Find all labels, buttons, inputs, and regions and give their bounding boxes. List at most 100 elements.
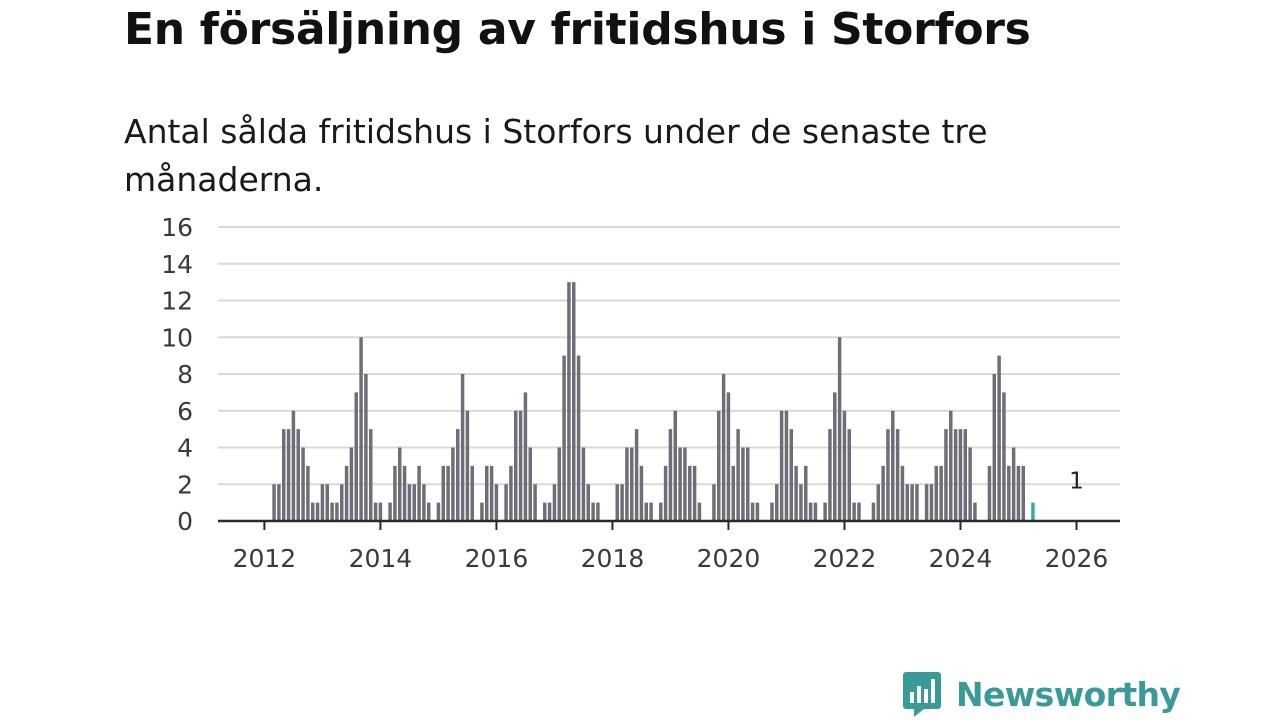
bars [272, 282, 1035, 521]
bar [547, 502, 552, 521]
bar [987, 465, 992, 521]
bar [291, 410, 296, 521]
bar [900, 465, 905, 521]
y-tick-label-6: 6 [177, 397, 193, 426]
bar [465, 410, 470, 521]
bar [741, 447, 745, 521]
bar [557, 447, 561, 521]
bar [934, 465, 939, 521]
bar [852, 502, 856, 521]
bar [634, 429, 639, 521]
bar [572, 282, 576, 521]
axes [218, 519, 1120, 530]
bar [349, 447, 354, 521]
bar [330, 502, 334, 521]
bar [340, 484, 344, 521]
bar [958, 429, 963, 521]
bar [639, 465, 644, 521]
brand-name: Newsworthy [956, 674, 1181, 714]
bar [915, 484, 919, 521]
bar [354, 392, 358, 521]
bar [683, 447, 687, 521]
bar [644, 502, 649, 521]
bar [823, 502, 827, 521]
bar [944, 429, 948, 521]
bar [779, 410, 784, 521]
bar [369, 429, 373, 521]
bar [306, 465, 310, 521]
bar [620, 484, 624, 521]
bar [924, 484, 929, 521]
bar [721, 374, 726, 521]
bar [992, 374, 997, 521]
bar [451, 447, 455, 521]
bar [968, 447, 972, 521]
bar [320, 484, 325, 521]
bar [630, 447, 634, 521]
x-tick-label-2024: 2024 [929, 544, 993, 573]
bar [456, 429, 460, 521]
bar [301, 447, 305, 521]
y-tick-label-0: 0 [177, 507, 193, 536]
chart-subtitle: Antal sålda fritidshus i Storfors under … [124, 112, 988, 199]
bar [949, 410, 953, 521]
newsworthy-logo: Newsworthy [902, 670, 1181, 718]
bar [649, 502, 653, 521]
bar [794, 465, 798, 521]
y-tick-label-10: 10 [161, 323, 193, 352]
bar [402, 465, 407, 521]
bar [997, 355, 1001, 521]
x-tick-label-2020: 2020 [697, 544, 761, 573]
bar [953, 429, 958, 521]
bar [939, 465, 943, 521]
y-tick-label-8: 8 [177, 360, 193, 389]
bar [576, 355, 581, 521]
newsworthy-logo-icon [903, 672, 941, 717]
bar [688, 465, 692, 521]
bar [286, 429, 291, 521]
bar [678, 447, 682, 521]
bar [441, 465, 445, 521]
bar [736, 429, 740, 521]
bar [905, 484, 910, 521]
bar [446, 465, 450, 521]
bar [895, 429, 900, 521]
bar [697, 502, 702, 521]
bar-highlight [1031, 502, 1035, 521]
bar [427, 502, 431, 521]
x-tick-label-2026: 2026 [1045, 544, 1109, 573]
bar [281, 429, 286, 521]
bar [1021, 465, 1026, 521]
bar [586, 484, 591, 521]
x-tick-label-2012: 2012 [233, 544, 297, 573]
bar [533, 484, 537, 521]
y-tick-label-2: 2 [177, 470, 193, 499]
x-tick-label-2014: 2014 [349, 544, 413, 573]
x-tick-label-2016: 2016 [465, 544, 529, 573]
bar [750, 502, 755, 521]
bar [543, 502, 547, 521]
bar [485, 465, 489, 521]
bar [659, 502, 663, 521]
bar [842, 410, 847, 521]
bar [789, 429, 794, 521]
y-tick-label-12: 12 [161, 287, 193, 316]
bar [813, 502, 818, 521]
x-tick-label-2022: 2022 [813, 544, 877, 573]
bar [567, 282, 571, 521]
bar [963, 429, 968, 521]
bar [470, 465, 474, 521]
bar [746, 447, 750, 521]
bar [1016, 465, 1021, 521]
bar [881, 465, 885, 521]
bar [808, 502, 813, 521]
bar [784, 410, 789, 521]
bar [407, 484, 412, 521]
bar [596, 502, 600, 521]
bar [509, 465, 513, 521]
bar [552, 484, 557, 521]
bar [523, 392, 528, 521]
bar [891, 410, 895, 521]
bar [668, 429, 673, 521]
